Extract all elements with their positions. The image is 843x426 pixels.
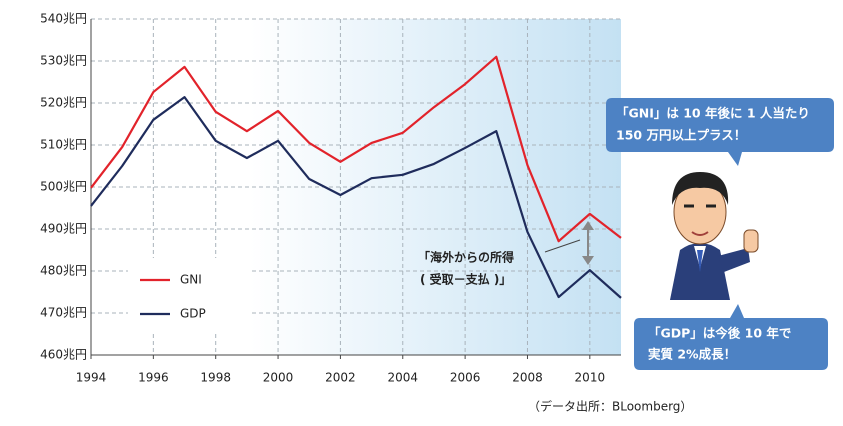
- y-tick-label: 530兆円: [40, 54, 87, 68]
- y-tick-label: 490兆円: [40, 222, 87, 236]
- source: （データ出所：BLoomberg）: [528, 399, 692, 414]
- annotation-leader: [544, 239, 581, 253]
- series-line: [90, 96, 622, 299]
- y-tick-label: 540兆円: [40, 12, 87, 26]
- callout-bubble: [634, 304, 828, 370]
- legend-label: GNI: [180, 273, 202, 287]
- y-tick-label: 520兆円: [40, 96, 87, 110]
- x-tick-label: 2004: [387, 371, 418, 385]
- x-tick-label: 1998: [200, 371, 231, 385]
- annotation: 「海外からの所得: [418, 250, 514, 265]
- y-tick-label: 480兆円: [40, 264, 87, 278]
- x-tick-label: 2010: [575, 371, 606, 385]
- series-line: [90, 55, 622, 243]
- x-tick-label: 1996: [138, 371, 169, 385]
- x-tick-label: 1994: [76, 371, 107, 385]
- x-tick-label: 2008: [512, 371, 543, 385]
- callout-text: 実質 2%成長！: [648, 347, 736, 362]
- y-tick-label: 460兆円: [40, 348, 87, 362]
- legend-label: GDP: [180, 307, 206, 321]
- y-tick-label: 470兆円: [40, 306, 87, 320]
- callout-bubble: [606, 98, 834, 166]
- x-tick-label: 2006: [450, 371, 481, 385]
- gap-arrow-head: [582, 221, 594, 265]
- callout-text: 150 万円以上プラス！: [616, 128, 746, 143]
- callout-text: 「GDP」は今後 10 年で: [648, 326, 791, 341]
- callout-text: 「GNI」は 10 年後に 1 人当たり: [616, 106, 810, 121]
- annotation: ( 受取－支払 )」: [420, 272, 511, 287]
- x-tick-label: 2000: [263, 371, 294, 385]
- x-tick-label: 2002: [325, 371, 356, 385]
- legend-box: [128, 258, 250, 332]
- y-tick-label: 510兆円: [40, 138, 87, 152]
- y-tick-label: 500兆円: [40, 180, 87, 194]
- character: [670, 172, 759, 300]
